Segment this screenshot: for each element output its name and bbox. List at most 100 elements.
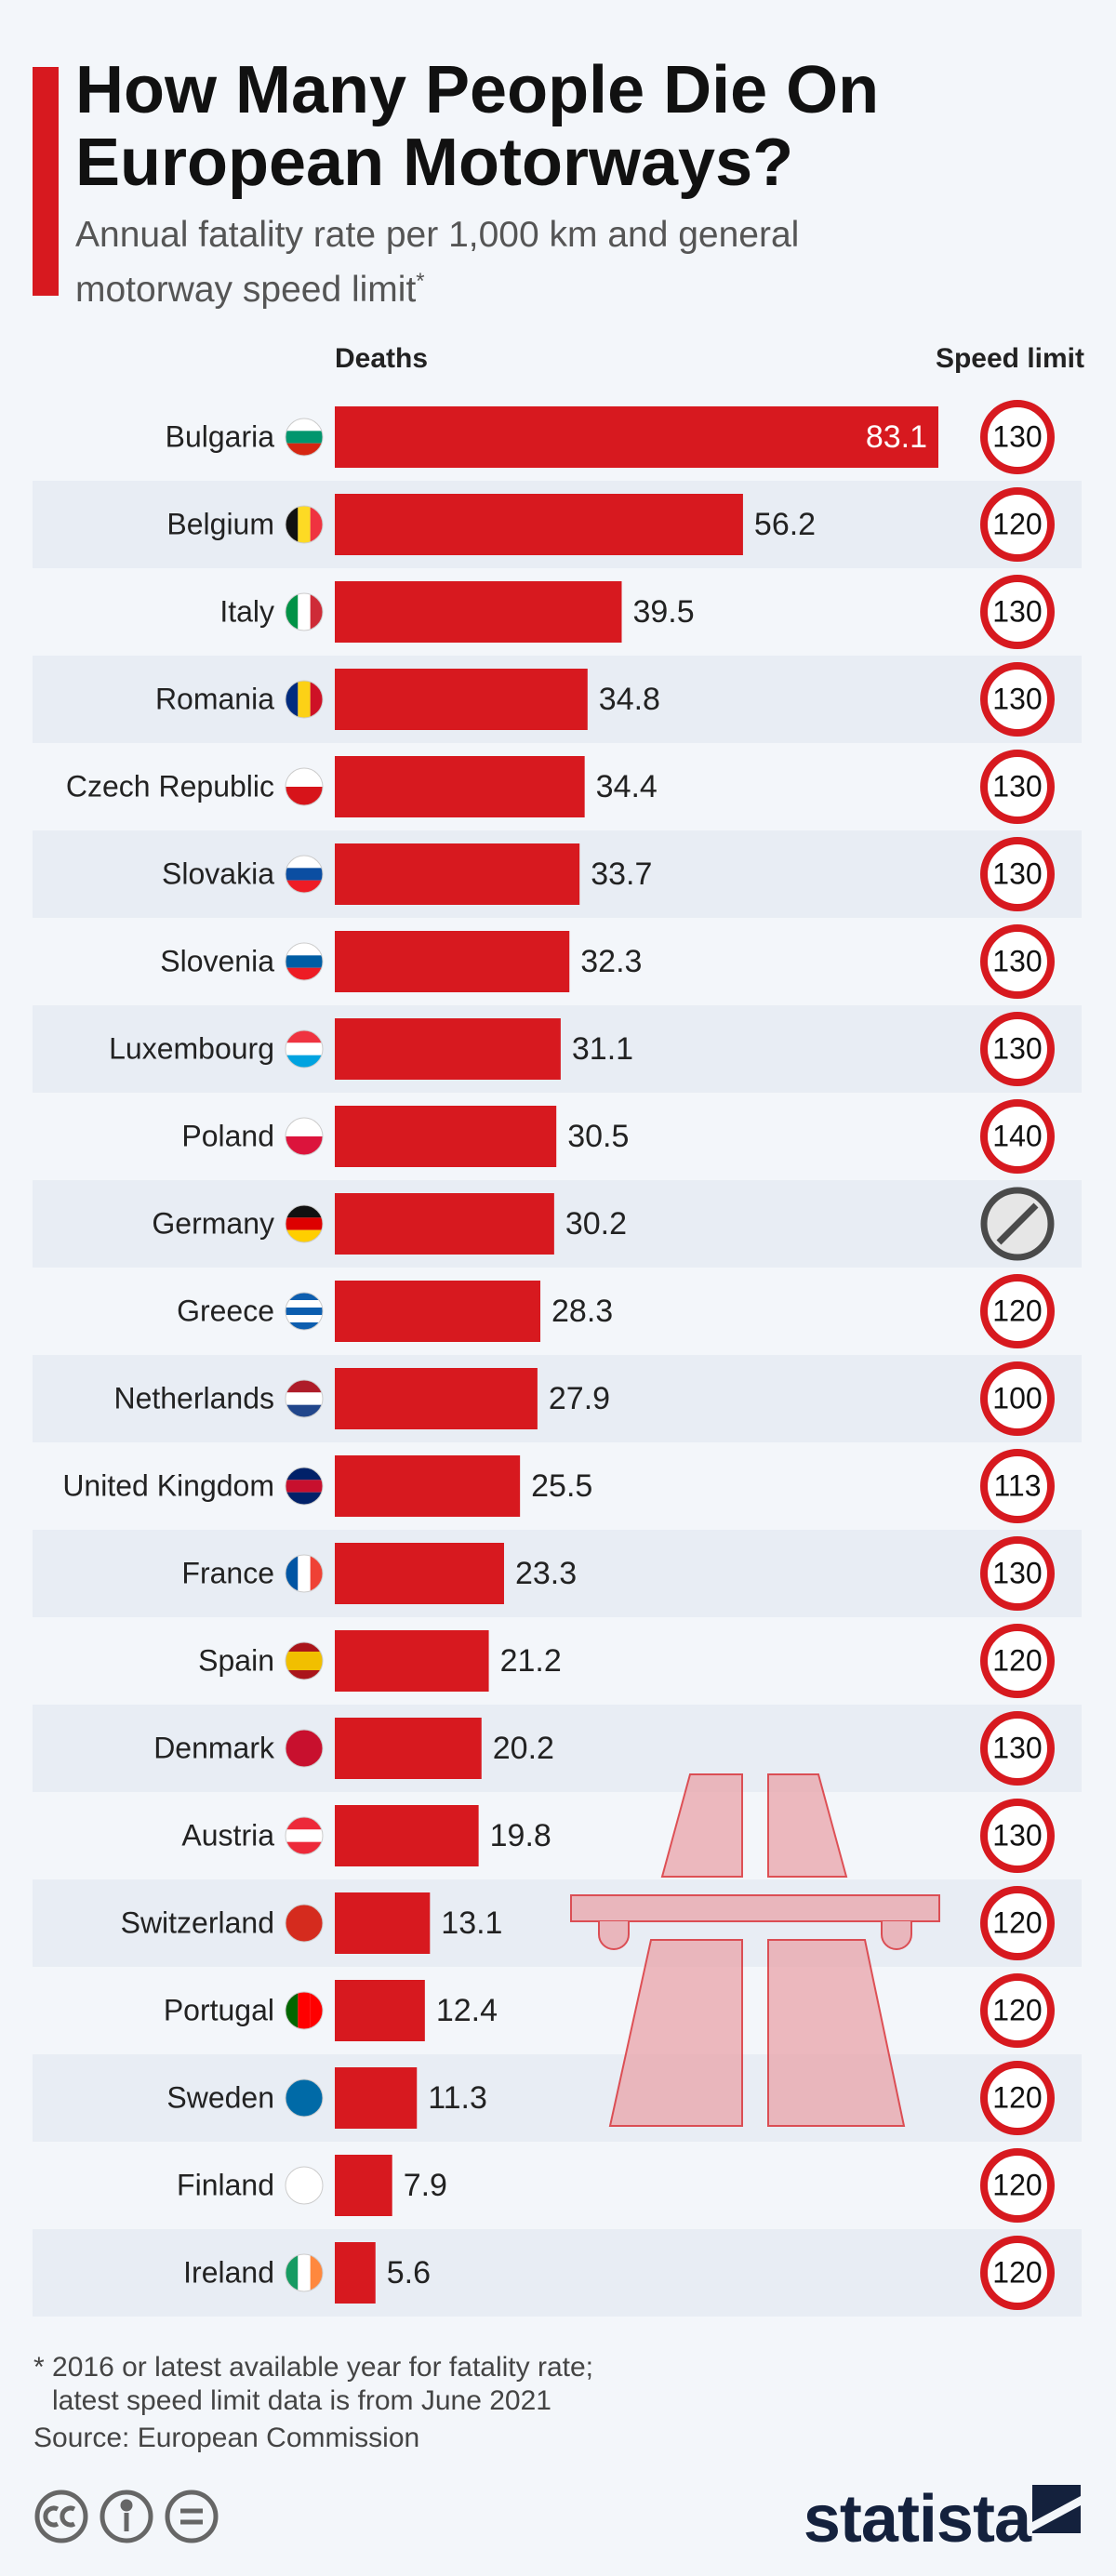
flag-outline	[285, 418, 324, 457]
flag-stripe	[286, 2079, 323, 2117]
flag	[286, 1642, 323, 1680]
value-label: 34.4	[596, 769, 658, 804]
speed-sign	[980, 662, 1055, 737]
bar	[335, 1281, 541, 1342]
speed-limit: 120	[992, 2080, 1042, 2114]
speed-limit: 120	[992, 1993, 1042, 2026]
flag-outline	[285, 2078, 324, 2118]
flag-stripe	[286, 868, 323, 881]
flag-stripe	[298, 1555, 311, 1592]
category-label: Austria	[181, 1818, 274, 1852]
flag	[286, 681, 323, 718]
bar	[335, 406, 938, 468]
flag-outline	[285, 505, 324, 544]
value-label: 30.5	[567, 1119, 629, 1154]
value-label: 33.7	[591, 856, 652, 892]
speed-header: Speed limit	[936, 343, 1084, 374]
flag-outline	[285, 1292, 324, 1331]
value-label: 20.2	[493, 1731, 554, 1766]
bar	[335, 2242, 376, 2304]
flag-stripe	[286, 2167, 323, 2204]
value-label: 39.5	[632, 594, 694, 630]
speed-limit: 140	[992, 1119, 1042, 1152]
bar	[335, 1718, 482, 1779]
flag-outline	[285, 1729, 324, 1768]
flag-stripe	[286, 1829, 323, 1842]
flag	[286, 506, 323, 543]
speed-sign	[980, 2236, 1055, 2310]
flag	[286, 1030, 323, 1068]
flag-outline	[285, 1379, 324, 1418]
flag-stripe	[286, 1404, 323, 1417]
speed-limit: 130	[992, 856, 1042, 890]
flag-outline	[285, 1816, 324, 1855]
value-label: 11.3	[428, 2080, 487, 2116]
flag-stripe	[286, 1492, 323, 1505]
flag-stripe	[286, 1042, 323, 1056]
value-label: 28.3	[551, 1294, 613, 1329]
flag-outline	[285, 680, 324, 719]
speed-limit: 120	[992, 2168, 1042, 2201]
category-label: Netherlands	[113, 1381, 274, 1414]
flag-stripe	[286, 593, 299, 631]
flag-outline	[285, 1029, 324, 1069]
category-label: Greece	[177, 1294, 274, 1327]
flag-outline	[285, 1204, 324, 1243]
flag-stripe	[298, 2254, 311, 2291]
flag-stripe	[286, 856, 323, 869]
value-label: 13.1	[441, 1905, 502, 1941]
value-label: 7.9	[404, 2168, 447, 2203]
flag-stripe	[286, 1730, 323, 1767]
speed-sign	[980, 2148, 1055, 2223]
flag-stripe	[286, 880, 323, 893]
category-label: Spain	[198, 1643, 274, 1677]
speed-sign	[980, 1099, 1055, 1174]
speed-sign	[980, 2061, 1055, 2135]
flag-outline	[285, 767, 324, 806]
speed-limit: 130	[992, 1031, 1042, 1065]
bar	[335, 1106, 557, 1167]
flag-stripe	[310, 1992, 323, 2029]
flag-stripe	[286, 1841, 323, 1854]
bar	[335, 1805, 479, 1866]
flag-outline	[285, 592, 324, 631]
category-label: Bulgaria	[166, 419, 275, 453]
speed-limit: 120	[992, 1905, 1042, 1939]
flag-stripe	[286, 955, 323, 968]
speed-limit: 130	[992, 1556, 1042, 1589]
speed-sign	[980, 1361, 1055, 1436]
value-label: 30.2	[565, 1206, 627, 1242]
category-label: Slovakia	[162, 856, 274, 890]
flag-stripe	[286, 2254, 299, 2291]
speed-limit: 130	[992, 944, 1042, 977]
flag-stripe	[286, 1992, 299, 2029]
flag	[286, 1992, 323, 2029]
category-label: Ireland	[183, 2255, 274, 2289]
subtitle-mark: *	[416, 269, 425, 294]
flag	[286, 593, 323, 631]
row-band	[33, 1705, 1082, 1792]
flag-stripe	[286, 787, 323, 805]
speed-sign	[980, 1012, 1055, 1086]
flag-stripe	[286, 1905, 323, 1942]
flag-stripe	[286, 1555, 299, 1592]
footnote: * 2016 or latest available year for fata…	[33, 2352, 593, 2383]
category-label: Luxembourg	[109, 1031, 274, 1065]
speed-sign	[980, 837, 1055, 911]
speed-limit: 120	[992, 507, 1042, 540]
category-label: Romania	[155, 682, 274, 715]
flag	[286, 2254, 323, 2291]
flag-stripe	[286, 1217, 323, 1230]
flag	[286, 2167, 323, 2204]
flag-stripe	[286, 1055, 323, 1068]
flag-stripe	[286, 681, 299, 718]
bar	[335, 669, 588, 730]
bar	[335, 843, 580, 905]
flag-stripe	[286, 1380, 323, 1393]
flag	[286, 1118, 323, 1155]
speed-limit: 130	[992, 1818, 1042, 1852]
flag-outline	[285, 942, 324, 981]
chart-title: How Many People Die On European Motorway…	[75, 53, 880, 200]
flag-stripe	[310, 593, 323, 631]
